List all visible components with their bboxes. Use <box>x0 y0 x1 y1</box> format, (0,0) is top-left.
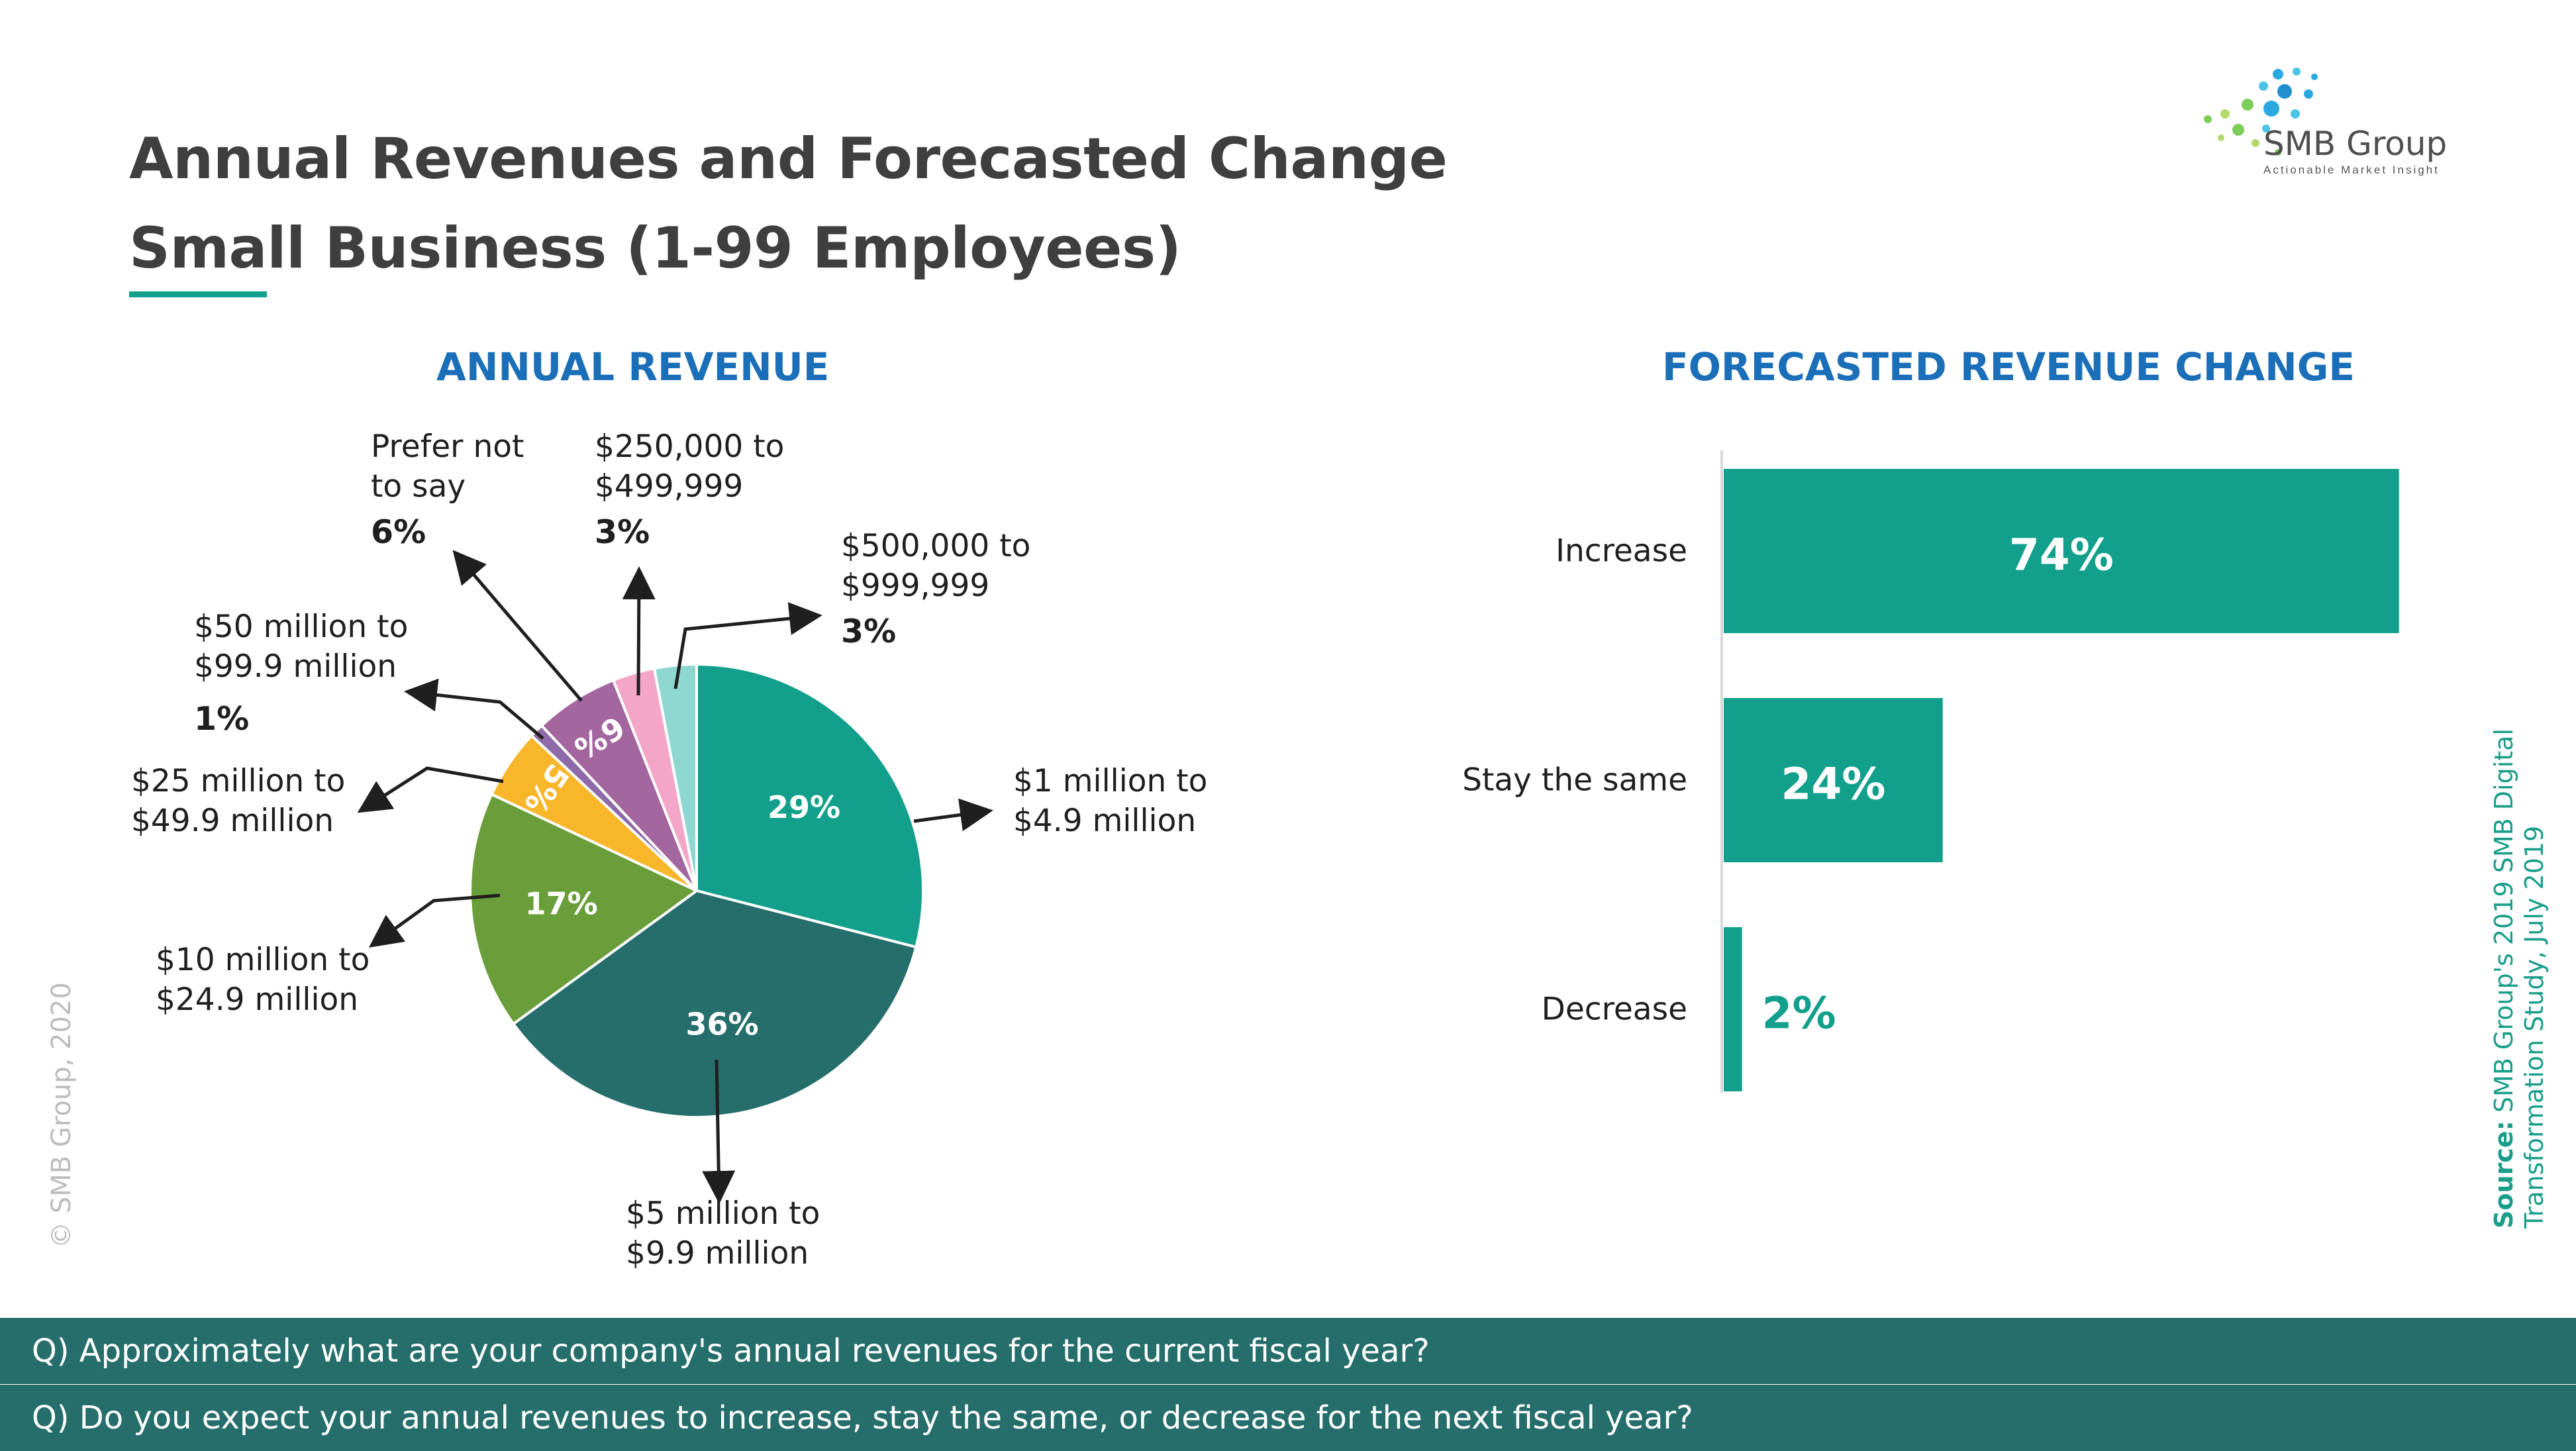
callout-percent-6: 3% <box>595 513 650 551</box>
bar-value-label-1: 24% <box>1781 759 1885 810</box>
brand-name: SMB Group <box>2263 125 2448 163</box>
callout-label-2-1: $24.9 million <box>156 981 358 1018</box>
pie-chart-title: ANNUAL REVENUE <box>436 344 830 389</box>
pie-slice-2 <box>468 792 699 1026</box>
brand-tagline: Actionable Market Insight <box>2263 164 2440 176</box>
pie-callouts: $1 million to$4.9 million$5 million to$9… <box>131 428 1207 1272</box>
bar-category-label-0: Increase <box>1556 533 1687 570</box>
pie-slice-7 <box>652 662 698 891</box>
callout-label-5-1: to say <box>371 468 466 505</box>
bar-chart-title: FORECASTED REVENUE CHANGE <box>1662 344 2355 389</box>
callout-label-0-0: $1 million to <box>1013 763 1207 799</box>
callout-arrow-6 <box>622 566 656 696</box>
callout-label-3-0: $25 million to <box>131 763 345 799</box>
callout-arrow-3 <box>357 766 504 813</box>
callout-label-1-0: $5 million to <box>626 1195 820 1232</box>
pie-slice-label-2: 17% <box>525 885 598 921</box>
bar-value-label-2: 2% <box>1762 988 1836 1039</box>
bar-category-label-2: Decrease <box>1542 991 1687 1028</box>
callout-arrow-4 <box>404 678 544 740</box>
callout-label-0-1: $4.9 million <box>1013 803 1196 839</box>
callout-label-7-1: $999,999 <box>841 568 989 604</box>
callout-arrow-2 <box>368 893 501 948</box>
callout-percent-4: 1% <box>194 700 249 738</box>
bar-2 <box>1724 927 1742 1091</box>
callout-label-3-1: $49.9 million <box>131 803 334 839</box>
callout-percent-5: 6% <box>371 513 426 551</box>
pie-slice-label-0: 29% <box>768 789 840 825</box>
callout-percent-7: 3% <box>841 613 896 650</box>
callout-label-7-0: $500,000 to <box>841 528 1030 564</box>
callout-label-5-0: Prefer not <box>371 428 524 465</box>
pie-chart: 29%36%17%5%6% <box>468 662 925 1119</box>
bar-value-label-0: 74% <box>2009 530 2114 581</box>
source-label: Source: <box>2489 1121 2518 1228</box>
title-underline <box>129 291 267 297</box>
callout-label-6-0: $250,000 to <box>595 428 784 465</box>
callout-arrow-7 <box>673 602 822 689</box>
callout-label-1-1: $9.9 million <box>626 1235 809 1272</box>
bar-chart: Increase 74% Stay the same 24% Decrease 2% <box>1462 450 2399 1093</box>
bar-1 <box>1724 698 1943 862</box>
callout-arrow-0 <box>913 798 993 832</box>
bar-0 <box>1724 469 2399 633</box>
pie-slice-label-1: 36% <box>685 1007 758 1042</box>
page-title-line-1: Annual Revenues and Forecasted Change <box>129 126 1448 192</box>
smb-group-logo-icon <box>2204 68 2318 156</box>
source-note: Source: SMB Group's 2019 SMB Digital Tra… <box>2489 728 2550 1228</box>
question-1: Q) Approximately what are your company's… <box>0 1318 2576 1384</box>
source-line-2: Transformation Study, July 2019 <box>2520 825 2549 1228</box>
pie-slice-1 <box>511 889 918 1119</box>
pie-slice-0 <box>695 662 925 949</box>
page-title-line-2: Small Business (1-99 Employees) <box>129 215 1181 281</box>
callout-label-4-1: $99.9 million <box>194 648 397 685</box>
callout-label-6-1: $499,999 <box>595 468 743 505</box>
source-line-1: SMB Group's 2019 SMB Digital <box>2489 728 2518 1113</box>
question-2: Q) Do you expect your annual revenues to… <box>0 1385 2576 1451</box>
pie-slice-5 <box>540 678 698 892</box>
callout-label-2-0: $10 million to <box>156 942 370 978</box>
callout-arrow-5 <box>452 550 583 702</box>
bar-category-label-1: Stay the same <box>1462 762 1687 799</box>
callout-label-4-0: $50 million to <box>194 609 408 645</box>
copyright-text: © SMB Group, 2020 <box>46 982 77 1248</box>
callout-arrow-1 <box>702 1059 736 1204</box>
